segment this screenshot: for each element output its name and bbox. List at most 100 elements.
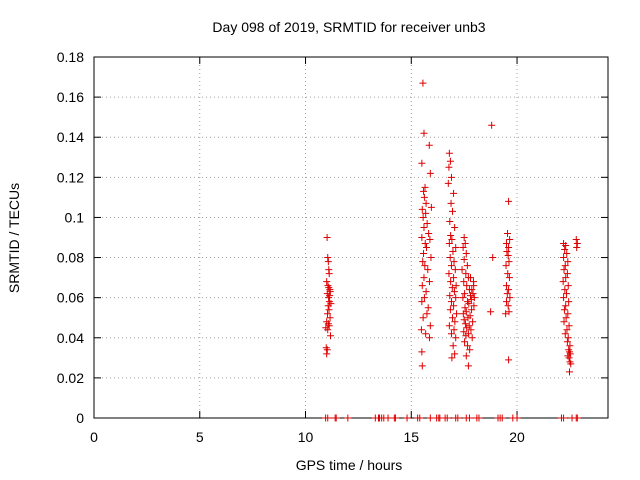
data-point <box>469 318 477 326</box>
data-point <box>563 338 571 346</box>
data-point <box>427 203 435 211</box>
data-point <box>391 414 399 422</box>
data-point <box>463 262 471 270</box>
data-point <box>564 310 572 318</box>
data-point <box>418 205 426 213</box>
data-point <box>560 294 568 302</box>
axis-ticks: 0 0.02 0.04 0.06 0.08 0.1 0.12 0.14 0.16 0.18 0 5 10… <box>57 49 608 445</box>
data-point <box>451 223 459 231</box>
data-point <box>448 284 456 292</box>
data-point <box>420 223 428 231</box>
data-point <box>572 236 580 244</box>
data-point <box>424 304 432 312</box>
data-point <box>562 274 570 282</box>
data-point <box>421 240 429 248</box>
data-point <box>448 354 456 362</box>
data-point <box>324 254 332 262</box>
data-point <box>450 258 458 266</box>
data-point <box>450 326 458 334</box>
data-point <box>451 350 459 358</box>
plot-frame <box>93 56 609 419</box>
x-axis-label: GPS time / hours <box>296 457 403 473</box>
data-point <box>403 414 411 422</box>
data-point <box>564 282 572 290</box>
data-point <box>468 334 476 342</box>
data-point <box>460 278 468 286</box>
data-point <box>460 328 468 336</box>
data-point <box>323 234 331 241</box>
data-point <box>560 254 568 262</box>
data-point <box>425 278 433 286</box>
data-point <box>427 254 435 262</box>
data-point <box>563 290 571 298</box>
data-point <box>418 159 426 167</box>
data-point <box>325 284 333 292</box>
data-point <box>505 258 513 266</box>
data-point <box>573 244 581 252</box>
data-point <box>445 270 453 278</box>
data-point <box>461 240 469 248</box>
data-point <box>418 282 426 290</box>
data-point <box>446 306 454 314</box>
data-point <box>445 149 453 157</box>
data-point <box>324 414 332 422</box>
data-point <box>502 282 510 290</box>
data-point <box>447 278 455 286</box>
data-point <box>573 240 581 248</box>
data-point <box>564 334 572 342</box>
x-tick-label: 0 <box>90 429 98 445</box>
data-point <box>446 254 454 262</box>
data-point <box>460 234 468 241</box>
y-tick-label: 0.12 <box>57 169 84 185</box>
data-point <box>461 338 469 346</box>
data-point <box>573 414 581 422</box>
data-point <box>562 242 570 250</box>
data-point <box>560 306 568 314</box>
data-point <box>461 290 469 298</box>
data-point <box>326 332 334 340</box>
data-point <box>463 282 471 290</box>
y-tick-label: 0.08 <box>57 250 84 266</box>
data-point <box>458 266 466 274</box>
data-point <box>450 189 458 197</box>
data-point <box>419 213 427 221</box>
data-point <box>323 278 331 286</box>
data-point <box>424 266 432 274</box>
data-point <box>420 274 428 282</box>
data-point <box>475 414 483 422</box>
y-tick-label: 0.04 <box>57 330 84 346</box>
data-point <box>503 290 511 298</box>
data-point <box>421 183 429 191</box>
data-point <box>503 248 511 256</box>
data-point <box>504 270 512 278</box>
data-point <box>565 322 573 330</box>
data-point <box>444 179 452 187</box>
data-point <box>322 324 330 332</box>
data-point <box>417 326 425 334</box>
data-point <box>452 244 460 252</box>
data-point <box>426 169 434 177</box>
data-point <box>449 207 457 215</box>
data-point <box>418 348 426 356</box>
data-point <box>325 270 333 278</box>
y-tick-label: 0 <box>76 410 84 426</box>
data-point <box>420 250 428 258</box>
data-point <box>565 298 573 306</box>
data-point <box>560 414 568 422</box>
data-point <box>453 310 461 318</box>
data-point <box>468 306 476 314</box>
data-point <box>498 414 506 422</box>
data-point <box>384 414 392 422</box>
data-point <box>418 234 426 241</box>
grid-lines <box>94 57 608 418</box>
data-point <box>445 322 453 330</box>
data-point <box>563 250 571 258</box>
data-point <box>416 414 424 422</box>
data-point <box>502 298 510 306</box>
y-tick-label: 0.16 <box>57 89 84 105</box>
data-point <box>326 314 334 322</box>
data-point <box>459 244 467 252</box>
data-point <box>451 266 459 274</box>
data-point <box>344 414 352 422</box>
data-point <box>462 332 470 340</box>
